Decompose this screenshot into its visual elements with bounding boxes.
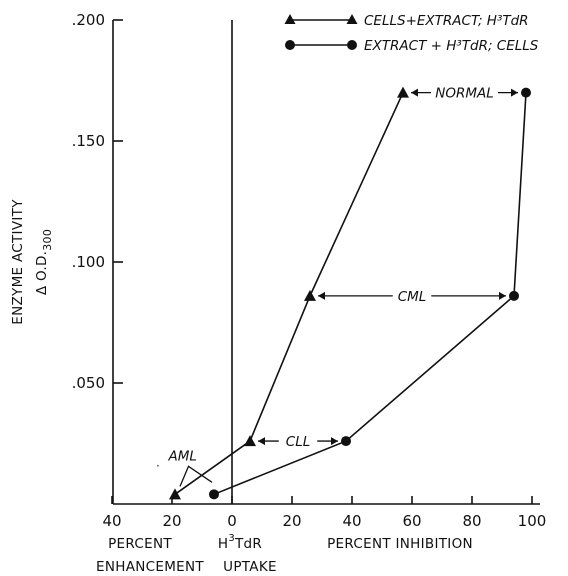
y-ticks: .050 .100 .150 .200 bbox=[72, 11, 123, 392]
triangle-point bbox=[304, 289, 316, 301]
y-axis-label-line2: Δ O.D.300 bbox=[34, 229, 54, 295]
y-tick-label: .200 bbox=[72, 11, 105, 29]
triangle-point bbox=[397, 86, 409, 98]
x-label-center-line2: UPTAKE bbox=[223, 559, 277, 575]
legend-circle-marker-right bbox=[347, 40, 357, 50]
circle-point bbox=[209, 489, 219, 500]
x-tick-label: 100 bbox=[518, 512, 547, 530]
circle-point bbox=[341, 436, 351, 447]
circle-point bbox=[521, 87, 531, 98]
legend-label-triangle: CELLS+EXTRACT; H³TdR bbox=[364, 13, 529, 29]
triangle-point bbox=[169, 488, 181, 500]
x-ticks: 40 20 0 20 40 60 80 100 bbox=[102, 496, 546, 530]
x-tick-label: 80 bbox=[462, 512, 481, 530]
x-label-left-line1: PERCENT bbox=[108, 536, 172, 552]
x-tick-label: 60 bbox=[402, 512, 421, 530]
y-axis-label-delta: Δ O.D. bbox=[34, 251, 50, 295]
y-tick-label: .150 bbox=[72, 132, 105, 150]
legend-circle-marker-left bbox=[285, 40, 295, 50]
x-axis-titles: PERCENT ENHANCEMENT H3TdR UPTAKE PERCENT… bbox=[96, 533, 473, 575]
series-group bbox=[169, 86, 531, 500]
arrow-head bbox=[258, 437, 265, 446]
annotations: NORMAL CML CLL AML bbox=[168, 86, 518, 487]
x-tick-label: 20 bbox=[162, 512, 181, 530]
x-tick-label: 40 bbox=[342, 512, 361, 530]
annotation-cml-label: CML bbox=[398, 289, 427, 305]
x-label-center-tdr: TdR bbox=[234, 536, 262, 552]
x-label-center-h: H bbox=[218, 536, 228, 552]
annotation-normal-label: NORMAL bbox=[435, 86, 494, 102]
y-tick-label: .050 bbox=[72, 374, 105, 392]
arrow-head bbox=[318, 291, 325, 300]
x-tick-label: 0 bbox=[227, 512, 237, 530]
y-axis-title: ENZYME ACTIVITY Δ O.D.300 bbox=[10, 199, 54, 325]
legend-label-circle: EXTRACT + H³TdR; CELLS bbox=[364, 38, 539, 54]
legend-triangle-marker-right bbox=[346, 14, 358, 24]
x-label-center-line1: H3TdR bbox=[218, 533, 262, 552]
arrow-head bbox=[331, 437, 338, 446]
annotation-cll-label: CLL bbox=[286, 434, 310, 450]
stray-dot: · bbox=[156, 459, 160, 473]
series-line-triangle bbox=[174, 92, 404, 495]
y-tick-label: .100 bbox=[72, 253, 105, 271]
x-label-center-sup: 3 bbox=[228, 533, 235, 544]
annotation-aml-bracket bbox=[179, 465, 213, 487]
x-tick-label: 40 bbox=[102, 512, 121, 530]
arrow-head bbox=[499, 291, 506, 300]
y-axis-label-subscript: 300 bbox=[41, 229, 54, 251]
x-label-right: PERCENT INHIBITION bbox=[327, 536, 473, 552]
x-tick-label: 20 bbox=[282, 512, 301, 530]
y-axis-label-line1: ENZYME ACTIVITY bbox=[10, 199, 26, 325]
arrow-head bbox=[511, 88, 518, 97]
annotation-aml-label: AML bbox=[168, 448, 197, 464]
arrow-head bbox=[411, 88, 418, 97]
circle-point bbox=[509, 290, 519, 301]
series-line-circle bbox=[213, 92, 527, 496]
legend-triangle-marker-left bbox=[284, 14, 296, 24]
legend: CELLS+EXTRACT; H³TdR EXTRACT + H³TdR; CE… bbox=[284, 13, 539, 54]
x-label-left-line2: ENHANCEMENT bbox=[96, 559, 204, 575]
triangle-point bbox=[244, 435, 256, 447]
